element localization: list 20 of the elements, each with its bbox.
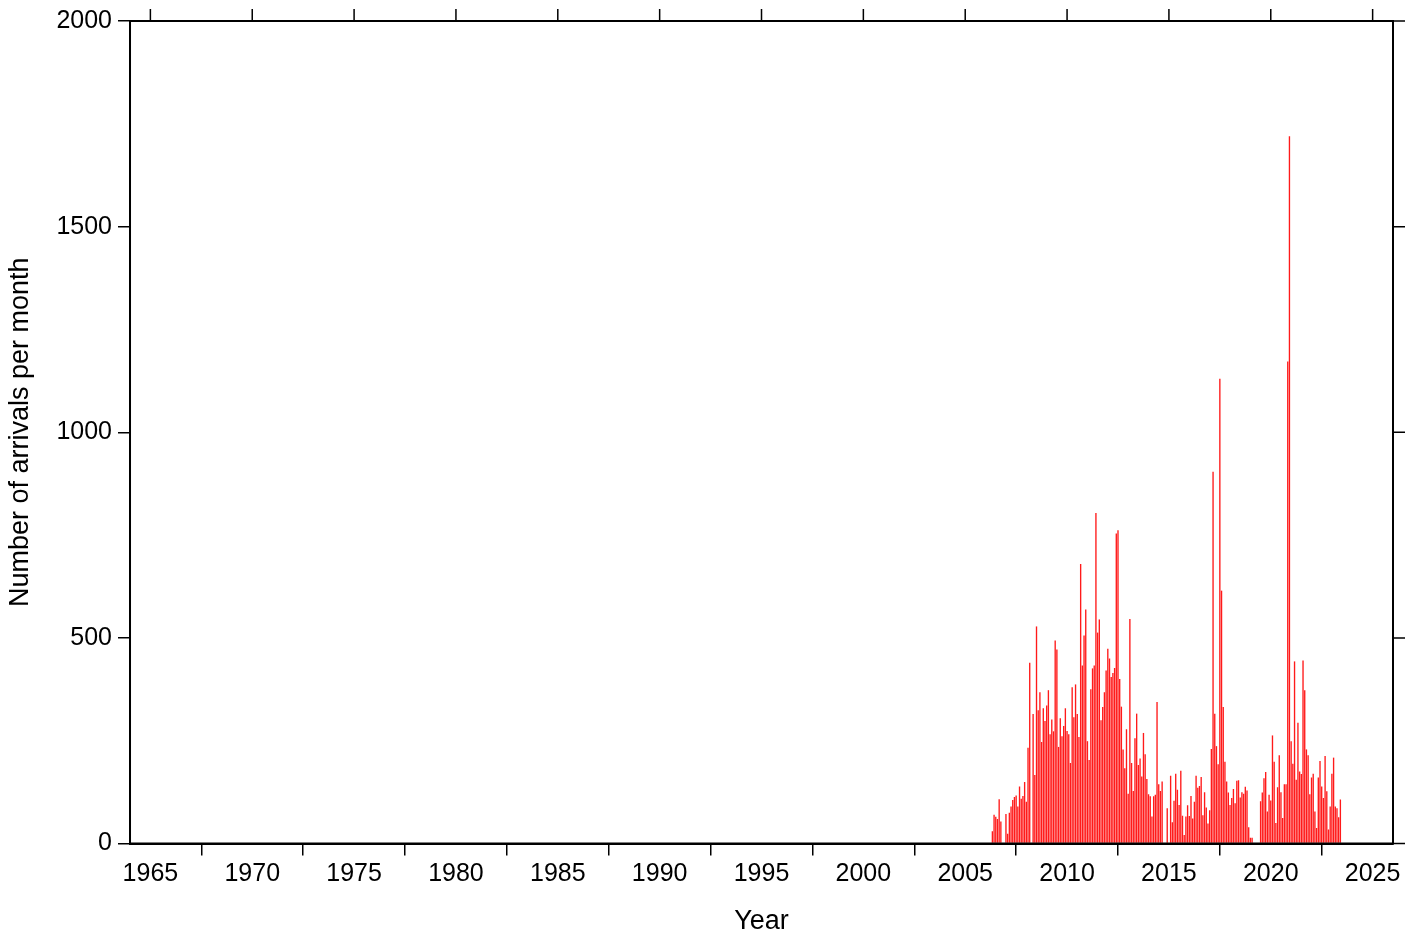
- x-tick-label: 1985: [529, 858, 586, 887]
- x-tick-label: 1995: [733, 858, 790, 887]
- y-axis-title: Number of arrivals per month: [3, 257, 34, 608]
- x-tick-label: 2010: [1039, 858, 1095, 887]
- y-tick-label: 0: [98, 827, 113, 856]
- x-tick-label: 2015: [1141, 858, 1197, 887]
- x-tick-label: 2020: [1242, 858, 1299, 887]
- x-tick-label: 2000: [835, 858, 892, 887]
- y-tick-label: 500: [70, 621, 113, 650]
- x-tick-label: 2025: [1344, 858, 1401, 887]
- x-tick-label: 1965: [122, 858, 179, 887]
- y-tick-label: 2000: [56, 4, 113, 33]
- x-tick-label: 2005: [937, 858, 994, 887]
- x-tick-label: 1970: [224, 858, 281, 887]
- x-tick-label: 1990: [631, 858, 688, 887]
- x-tick-label: 1975: [326, 858, 382, 887]
- x-tick-label: 1980: [428, 858, 484, 887]
- y-tick-label: 1500: [56, 210, 113, 239]
- y-tick-label: 1000: [56, 416, 113, 445]
- x-axis-title: Year: [734, 905, 789, 936]
